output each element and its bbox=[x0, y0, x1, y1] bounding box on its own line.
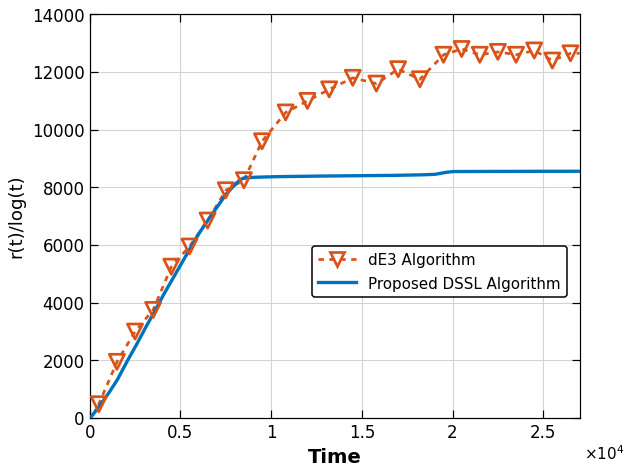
Point bbox=[493, 48, 503, 56]
Point bbox=[202, 217, 212, 225]
Point bbox=[324, 86, 334, 93]
Point bbox=[348, 74, 358, 82]
Legend: dE3 Algorithm, Proposed DSSL Algorithm: dE3 Algorithm, Proposed DSSL Algorithm bbox=[312, 246, 567, 298]
Point bbox=[148, 306, 158, 314]
Point bbox=[371, 80, 381, 88]
Point bbox=[415, 76, 425, 83]
Point bbox=[511, 51, 521, 59]
Point bbox=[475, 51, 485, 59]
Point bbox=[112, 358, 122, 365]
Point bbox=[239, 176, 249, 184]
Point bbox=[547, 57, 557, 64]
Point bbox=[185, 243, 195, 250]
Point bbox=[94, 401, 104, 408]
Y-axis label: r(t)/log(t): r(t)/log(t) bbox=[8, 174, 25, 258]
Point bbox=[221, 187, 231, 194]
Point bbox=[281, 109, 291, 116]
Point bbox=[456, 46, 466, 53]
Text: $\times10^4$: $\times10^4$ bbox=[584, 444, 624, 463]
X-axis label: Time: Time bbox=[308, 447, 362, 466]
Point bbox=[130, 328, 140, 336]
Point bbox=[257, 137, 267, 145]
Point bbox=[166, 263, 176, 271]
Point bbox=[438, 51, 448, 59]
Point bbox=[529, 47, 539, 55]
Point bbox=[393, 65, 403, 73]
Point bbox=[302, 97, 312, 105]
Point bbox=[565, 50, 575, 57]
